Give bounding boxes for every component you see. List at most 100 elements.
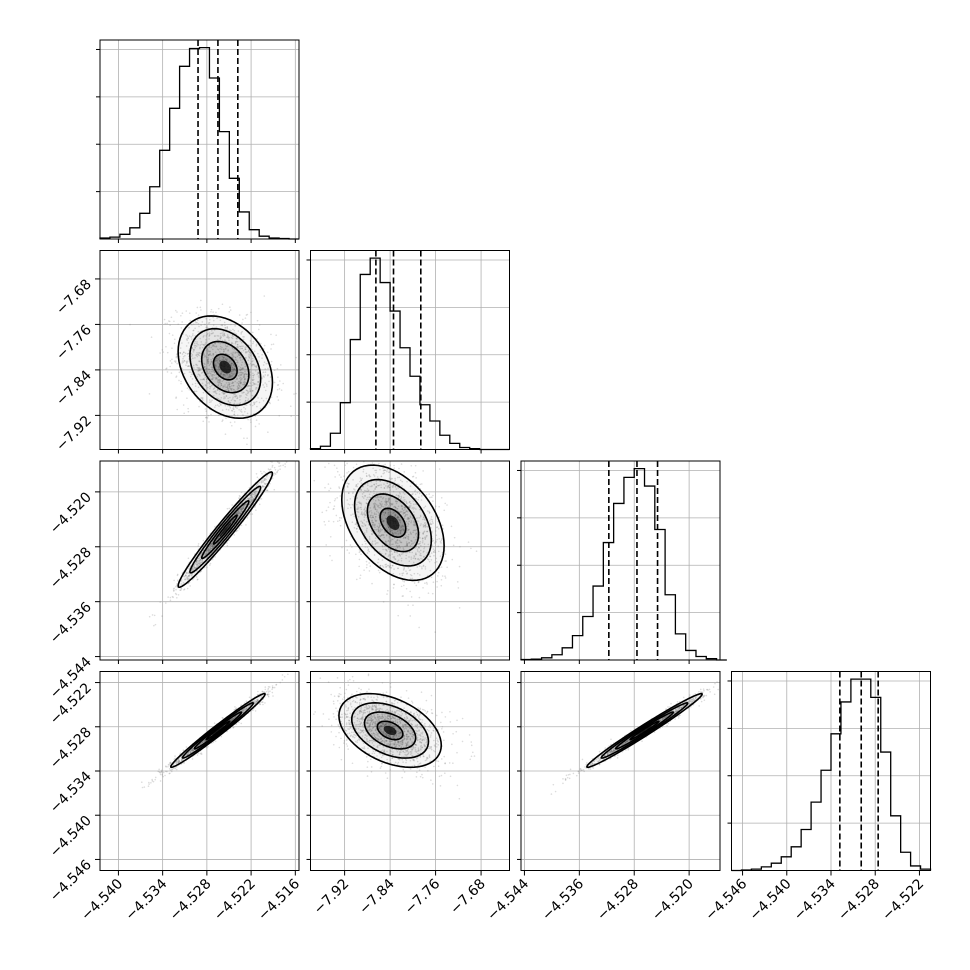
sample-point <box>200 742 203 745</box>
sample-point <box>198 557 200 559</box>
sample-point <box>408 550 411 553</box>
sample-point <box>402 569 405 571</box>
sample-point <box>179 352 182 354</box>
sample-point <box>207 547 210 550</box>
sample-point <box>211 370 214 373</box>
sample-point <box>371 519 373 521</box>
sample-point <box>415 532 418 535</box>
sample-point <box>233 389 235 391</box>
sample-point <box>392 506 395 508</box>
sample-point <box>436 586 438 588</box>
sample-point <box>181 312 184 314</box>
sample-point <box>177 593 180 596</box>
sample-point <box>236 397 238 400</box>
sample-point <box>220 404 222 406</box>
sample-point <box>277 376 279 378</box>
sample-point <box>213 374 216 376</box>
sample-point <box>181 321 183 323</box>
sample-point <box>385 504 387 507</box>
sample-point <box>362 513 364 515</box>
sample-point <box>223 321 226 324</box>
sample-point <box>216 389 219 391</box>
sample-point <box>214 351 217 353</box>
sample-point <box>230 352 233 355</box>
sample-point <box>210 374 213 377</box>
sample-point <box>220 324 223 327</box>
sample-point <box>241 377 243 380</box>
sample-point <box>227 389 230 392</box>
sample-point <box>211 378 213 381</box>
sample-point <box>388 528 391 531</box>
sample-point <box>237 514 240 517</box>
sample-point <box>185 571 188 574</box>
sample-point <box>233 399 236 402</box>
sample-point <box>408 556 410 558</box>
sample-point <box>390 502 392 505</box>
sample-point <box>388 486 390 489</box>
density-peak-2-0 <box>219 522 232 537</box>
sample-point <box>226 404 229 407</box>
sample-point <box>392 538 394 541</box>
sample-point <box>240 345 243 348</box>
sample-point <box>225 345 228 348</box>
sample-point <box>233 329 236 332</box>
sample-point <box>396 530 399 533</box>
sample-point <box>195 561 197 563</box>
sample-point <box>211 545 213 547</box>
sample-point <box>239 369 242 372</box>
sample-point <box>204 363 206 365</box>
sample-point <box>208 551 210 553</box>
sample-point <box>386 470 388 473</box>
sample-point <box>215 346 217 348</box>
sample-point <box>396 515 399 518</box>
sample-point <box>359 502 362 504</box>
sample-point <box>371 516 374 519</box>
sample-point <box>368 510 371 513</box>
sample-point <box>316 455 318 457</box>
sample-point <box>212 353 215 355</box>
sample-point <box>207 361 210 364</box>
sample-point <box>203 345 206 347</box>
sample-point <box>227 400 230 402</box>
sample-point <box>414 490 416 493</box>
sample-point <box>230 719 232 722</box>
sample-point <box>208 401 211 404</box>
sample-point <box>206 359 209 361</box>
sample-point <box>188 577 190 580</box>
sample-point <box>402 509 405 512</box>
sample-point <box>365 531 368 533</box>
sample-point <box>206 370 208 373</box>
sample-point <box>213 371 216 374</box>
sample-point <box>195 321 197 324</box>
sample-point <box>262 480 265 482</box>
sample-point <box>257 372 260 374</box>
sample-point <box>167 320 170 322</box>
sample-point <box>233 368 236 371</box>
sample-point <box>361 514 364 516</box>
sample-point <box>402 528 404 530</box>
sample-point <box>234 332 236 334</box>
sample-point <box>412 529 415 532</box>
sample-point <box>237 512 240 515</box>
sample-point <box>276 388 279 391</box>
sample-point <box>408 542 410 544</box>
sample-point <box>247 398 250 400</box>
sample-point <box>240 341 243 344</box>
sample-point <box>228 386 231 388</box>
histogram-step-3 <box>731 678 932 872</box>
sample-point <box>388 501 391 504</box>
sample-point <box>241 368 244 370</box>
sample-point <box>231 521 233 523</box>
sample-point <box>395 542 397 545</box>
sample-point <box>212 311 214 313</box>
sample-point <box>388 498 391 500</box>
sample-point <box>268 401 271 404</box>
sample-point <box>222 392 225 395</box>
sample-point <box>333 507 335 510</box>
sample-point <box>227 384 229 386</box>
sample-point <box>400 497 403 499</box>
sample-point <box>364 513 366 516</box>
sample-point <box>405 520 408 523</box>
sample-point <box>421 566 423 568</box>
sample-point <box>467 541 470 543</box>
